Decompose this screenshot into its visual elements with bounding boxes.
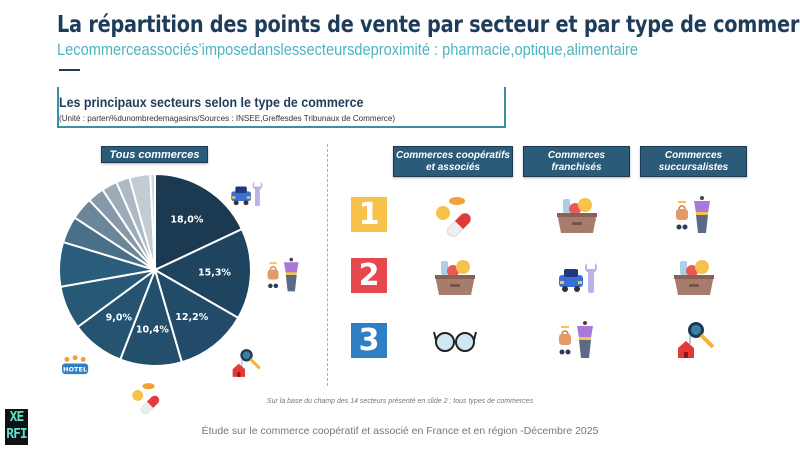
divider [327, 144, 328, 386]
grocery-basket-icon [555, 193, 599, 237]
rank-badge-3: 3 [351, 323, 387, 358]
column-header-franchise: Commerces franchisés [523, 146, 630, 177]
svg-text:HOTEL: HOTEL [63, 366, 87, 374]
section-box [57, 87, 506, 128]
pie-slice-label: 12,2% [175, 312, 208, 323]
title-underline [59, 69, 80, 71]
grocery-basket-icon [672, 255, 716, 299]
pie-header: Tous commerces [101, 146, 208, 163]
fashion-icon [264, 255, 304, 295]
real-estate-keys-icon [228, 346, 262, 380]
pie-chart: 18,0% 15,3% 12,2% 10,4%9,0% [58, 172, 252, 367]
pie-slice-label: 18,0% [170, 215, 203, 226]
section-title: Les principaux secteurs selon le type de… [59, 95, 364, 110]
car-repair-icon [555, 255, 599, 299]
rank-badge-2: 2 [351, 258, 387, 293]
page-subtitle: Lecommerceassociés’imposedanslessecteurs… [57, 40, 639, 59]
pie-slice-label: 9,0% [106, 312, 133, 323]
pie-slice [154, 172, 244, 272]
real-estate-keys-icon [672, 318, 716, 362]
pharmacy-pills-icon [433, 193, 477, 238]
section-unit-source: (Unité : parten%dunombredemagasins/Sourc… [59, 113, 396, 123]
fashion-icon [672, 193, 716, 237]
pie-slice-label: 15,3% [198, 267, 231, 278]
pie-slice [152, 227, 252, 320]
grocery-basket-icon [433, 255, 477, 299]
footnote: Sur la base du champ des 14 secteurs pré… [266, 398, 534, 405]
column-header-branch: Commerces succursalistes [640, 146, 747, 177]
page-title: La répartition des points de vente par s… [57, 12, 800, 38]
pie-slice-label: 10,4% [136, 324, 169, 335]
fashion-icon [555, 318, 599, 362]
xerfi-logo: XE RFI [5, 409, 28, 445]
car-repair-icon [228, 175, 264, 211]
glasses-icon [433, 318, 477, 362]
pharmacy-pills-icon [130, 380, 164, 415]
rank-badge-1: 1 [351, 197, 387, 232]
hotel-icon: HOTEL [62, 352, 98, 388]
pie-slice [149, 172, 156, 271]
column-header-cooperative: Commerces coopératifs et associés [393, 146, 513, 177]
footer: Étude sur le commerce coopératif et asso… [201, 425, 599, 437]
